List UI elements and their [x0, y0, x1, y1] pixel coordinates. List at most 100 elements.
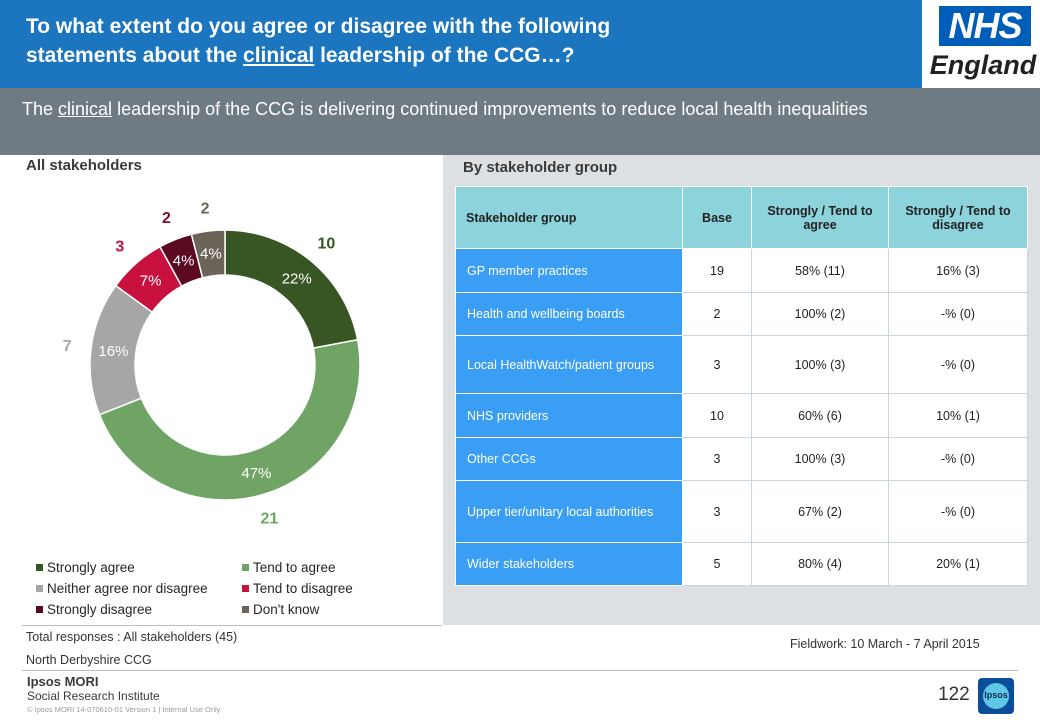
title-line-1: To what extent do you agree or disagree … [26, 15, 611, 38]
header-stakeholder-group: Stakeholder group [455, 186, 683, 249]
slice-percent-label: 4% [200, 245, 222, 262]
cell-disagree: 10% (1) [888, 393, 1028, 438]
by-stakeholder-label: By stakeholder group [463, 159, 618, 176]
title-bar [0, 0, 922, 88]
slice-percent-label: 4% [173, 252, 195, 269]
legend-label: Strongly disagree [47, 602, 153, 617]
cell-base: 3 [682, 437, 752, 481]
ipsos-mori-name: Ipsos MORI [27, 674, 99, 689]
cell-base: 19 [682, 248, 752, 293]
cell-agree: 100% (2) [751, 292, 889, 336]
slice-count-label: 2 [201, 200, 210, 217]
legend-item: Neither agree nor disagree [36, 581, 208, 596]
table-row: Wider stakeholders 5 80% (4) 20% (1) [455, 542, 1028, 586]
slice-percent-label: 7% [140, 273, 162, 290]
fieldwork-dates: Fieldwork: 10 March - 7 April 2015 [790, 637, 980, 651]
cell-agree: 60% (6) [751, 393, 889, 438]
cell-group: NHS providers [455, 393, 683, 438]
cell-agree: 100% (3) [751, 437, 889, 481]
cell-group: Health and wellbeing boards [455, 292, 683, 336]
ipsos-logo-text: Ipsos [984, 690, 1008, 700]
slice-count-label: 21 [260, 511, 278, 528]
table-row: Local HealthWatch/patient groups 3 100% (3… [455, 335, 1028, 394]
slice-count-label: 2 [162, 210, 171, 227]
cell-base: 2 [682, 292, 752, 336]
title-part: statements about the [26, 44, 244, 67]
donut-chart: 22% 47% 16% 7% 4% 4% 10 21 7 3 2 2 [63, 200, 361, 528]
header-base: Base [682, 186, 752, 249]
legend-swatch [242, 563, 249, 571]
legend-swatch [36, 563, 43, 571]
title-underlined: clinical [243, 44, 315, 67]
ipsos-logo-circle [983, 683, 1009, 709]
slice-percent-label: 47% [241, 465, 271, 482]
table-row: Other CCGs 3 100% (3) -% (0) [455, 437, 1028, 481]
slice-count-label: 7 [63, 338, 72, 355]
table-header-row: Stakeholder group Base Strongly / Tend t… [455, 186, 1028, 249]
all-stakeholders-label: All stakeholders [26, 157, 142, 174]
legend-swatch [36, 605, 43, 613]
title-line-2: statements about the clinical leadership… [26, 41, 906, 70]
statement-bar [0, 88, 1040, 155]
cell-disagree: -% (0) [888, 480, 1028, 543]
legend-label: Don't know [253, 602, 320, 617]
table-row: Health and wellbeing boards 2 100% (2) -% (… [455, 292, 1028, 336]
legend-item: Strongly agree [36, 560, 135, 575]
nhs-logo-box: NHS [939, 6, 1031, 46]
cell-disagree: -% (0) [888, 437, 1028, 481]
cell-group: Local HealthWatch/patient groups [455, 335, 683, 394]
table-row: Upper tier/unitary local authorities 3 67%… [455, 480, 1028, 543]
footer-divider [22, 670, 1018, 671]
slice-percent-label: 16% [98, 343, 128, 360]
cell-agree: 67% (2) [751, 480, 889, 543]
cell-disagree: 16% (3) [888, 248, 1028, 293]
statement-text: The clinical leadership of the CCG is de… [22, 97, 1012, 121]
copyright-note: © Ipsos MORI 14-070610-01 Version 1 | In… [27, 705, 221, 714]
statement-underlined: clinical [58, 99, 113, 119]
legend-label: Neither agree nor disagree [47, 581, 208, 596]
cell-agree: 100% (3) [751, 335, 889, 394]
donut-slice [190, 229, 226, 279]
header-disagree: Strongly / Tend to disagree [888, 186, 1028, 249]
legend-item: Strongly disagree [36, 602, 152, 617]
table-row: NHS providers 10 60% (6) 10% (1) [455, 393, 1028, 438]
cell-disagree: -% (0) [888, 292, 1028, 336]
page-number: 122 [938, 684, 970, 705]
slice-count-label: 3 [115, 239, 124, 256]
ccg-name: North Derbyshire CCG [26, 653, 152, 667]
slice-percent-label: 22% [282, 270, 312, 287]
legend-label: Strongly agree [47, 560, 135, 575]
cell-base: 3 [682, 480, 752, 543]
slice-count-label: 10 [317, 235, 335, 252]
divider [22, 625, 442, 626]
nhs-logo-text: England [929, 50, 1037, 80]
legend-item: Tend to agree [242, 560, 336, 575]
donut-slice [98, 338, 361, 501]
total-responses: Total responses : All stakeholders (45) [26, 630, 238, 644]
legend-swatch [36, 584, 43, 592]
ipsos-logo: Ipsos [978, 678, 1014, 714]
statement-part: The [22, 99, 59, 119]
cell-base: 3 [682, 335, 752, 394]
cell-group: Wider stakeholders [455, 542, 683, 586]
cell-disagree: 20% (1) [888, 542, 1028, 586]
title-part: leadership of the CCG…? [314, 44, 575, 67]
legend-item: Don't know [242, 602, 319, 617]
cell-disagree: -% (0) [888, 335, 1028, 394]
nhs-england-logo: NHS England [922, 0, 1040, 88]
legend-label: Tend to agree [253, 560, 336, 575]
cell-group: Other CCGs [455, 437, 683, 481]
statement-part: leadership of the CCG is delivering cont… [112, 99, 868, 119]
legend-item: Tend to disagree [242, 581, 353, 596]
stakeholder-table: Stakeholder group Base Strongly / Tend t… [455, 186, 1028, 586]
cell-agree: 58% (11) [751, 248, 889, 293]
cell-base: 10 [682, 393, 752, 438]
legend-swatch [242, 605, 249, 613]
social-research-institute: Social Research Institute [27, 689, 160, 703]
header-agree: Strongly / Tend to agree [751, 186, 889, 249]
cell-group: GP member practices [455, 248, 683, 293]
table-row: GP member practices 19 58% (11) 16% (3) [455, 248, 1028, 293]
legend-swatch [242, 584, 249, 592]
cell-agree: 80% (4) [751, 542, 889, 586]
cell-base: 5 [682, 542, 752, 586]
